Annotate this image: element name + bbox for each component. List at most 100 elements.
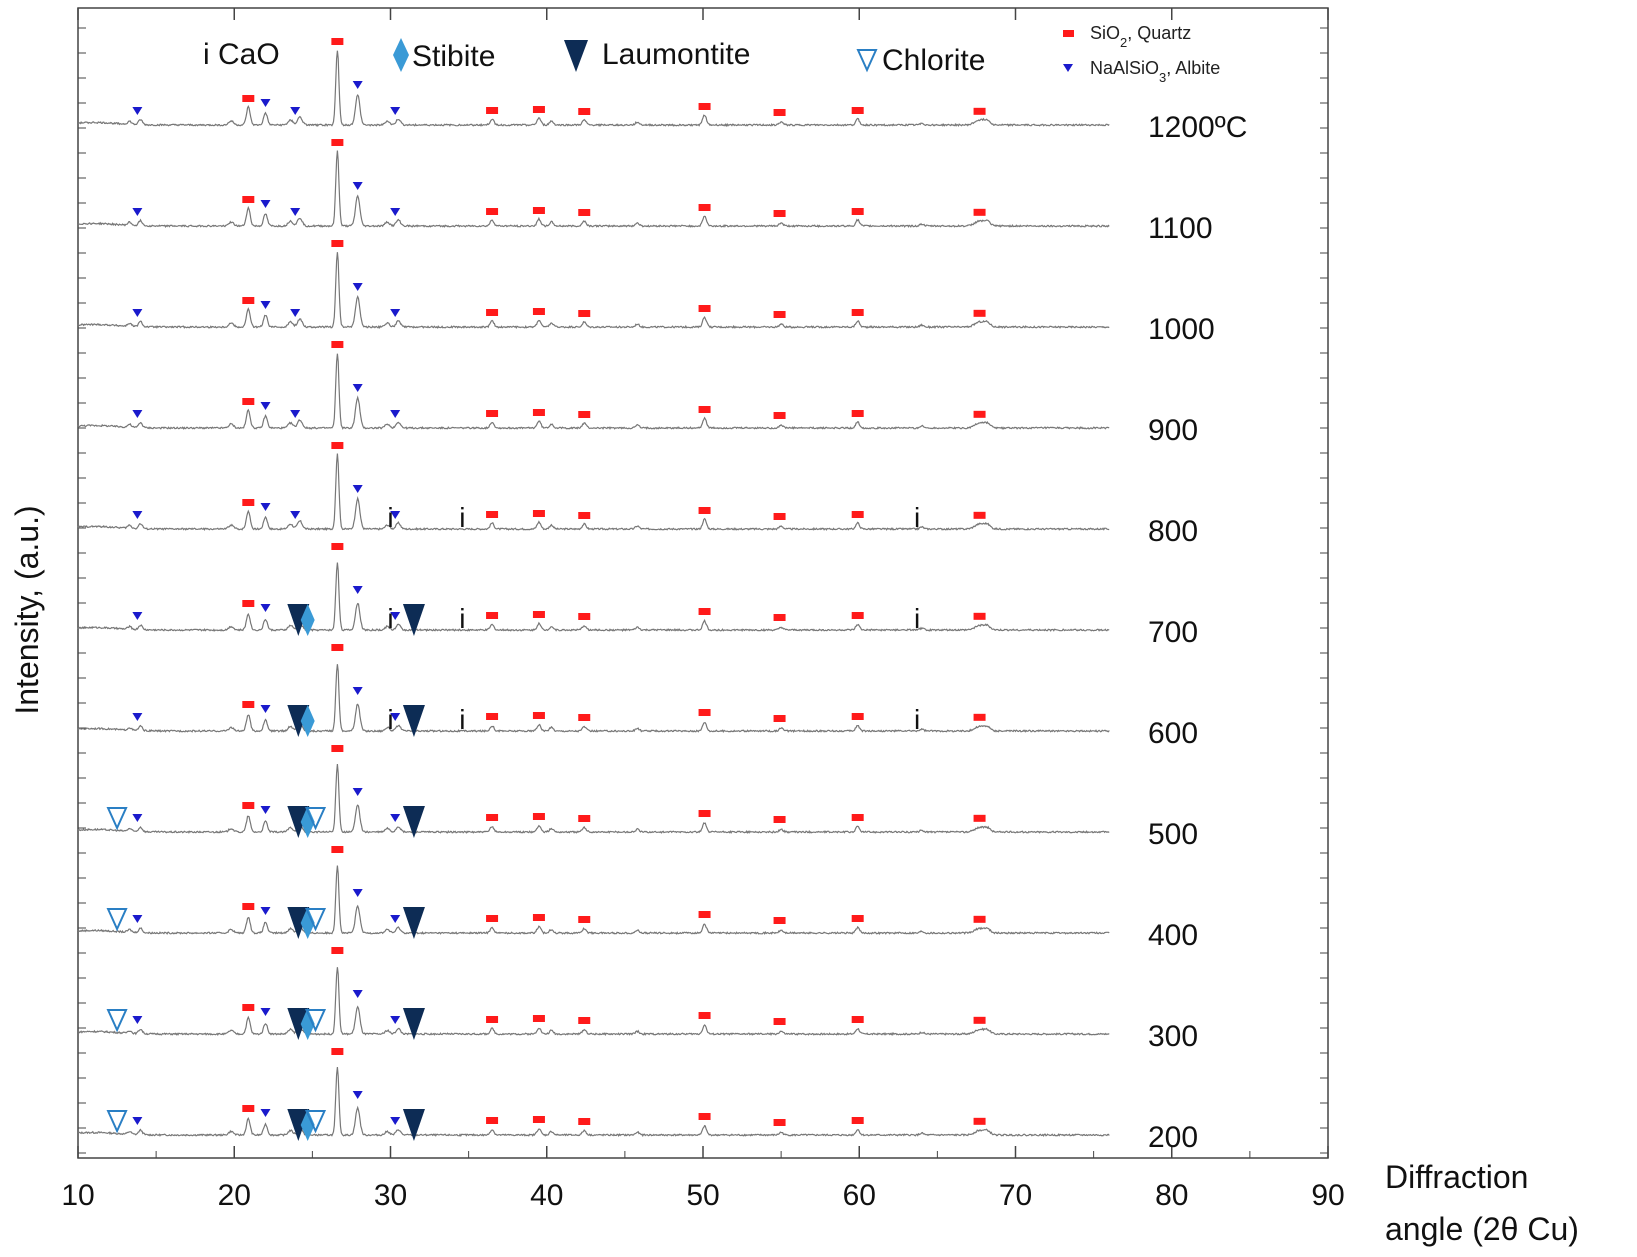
- chlorite-marker: [304, 908, 327, 932]
- quartz-marker: [973, 1117, 986, 1125]
- albite-marker: [260, 301, 271, 309]
- cao-marker: i: [387, 502, 393, 533]
- albite-marker: [352, 687, 363, 695]
- stibite-marker: [300, 705, 315, 737]
- quartz-marker: [331, 745, 344, 752]
- trace-1000: [77, 252, 1110, 330]
- albite-marker: [260, 1109, 271, 1117]
- albite-marker: [390, 713, 401, 721]
- quartz-marker: [532, 1116, 545, 1123]
- quartz-marker: [773, 109, 786, 116]
- quartz-marker: [851, 309, 864, 316]
- quartz-marker: [331, 543, 344, 550]
- chlorite-marker: [304, 1110, 327, 1134]
- temperature-label: 1000: [1148, 313, 1215, 346]
- albite-marker: [132, 1117, 143, 1125]
- trace-500: [77, 764, 1110, 835]
- albite-marker: [260, 200, 271, 208]
- quartz-marker: [486, 612, 499, 619]
- albite-marker: [290, 410, 301, 418]
- quartz-marker: [486, 107, 499, 114]
- quartz-marker: [486, 713, 499, 720]
- quartz-marker: [851, 612, 864, 619]
- quartz-marker: [578, 613, 591, 620]
- quartz-marker: [973, 915, 986, 923]
- albite-marker: [290, 208, 301, 216]
- quartz-marker: [773, 513, 786, 520]
- chlorite-marker: [304, 807, 327, 831]
- trace-1200: [77, 50, 1110, 128]
- trace-600: [77, 664, 1110, 734]
- quartz-marker: [973, 814, 986, 822]
- quartz-marker: [578, 512, 591, 519]
- quartz-marker: [532, 1015, 545, 1022]
- laumontite-marker: [402, 604, 425, 636]
- quartz-marker: [973, 1016, 986, 1024]
- quartz-marker: [973, 107, 986, 115]
- phase-markers: i i i i i i i i i: [106, 38, 986, 1141]
- quartz-marker: [578, 209, 591, 216]
- albite-marker: [132, 107, 143, 115]
- quartz-marker: [486, 410, 499, 417]
- quartz-marker: [242, 600, 255, 607]
- quartz-marker: [486, 814, 499, 821]
- quartz-marker: [773, 210, 786, 217]
- x-tick-label: 50: [686, 1179, 719, 1212]
- legend-chlorite-label: Chlorite: [882, 44, 985, 77]
- quartz-marker: [578, 1017, 591, 1024]
- legend-cao-symbol: i: [203, 38, 210, 71]
- x-tick-labels: 10 20 30 40 50 60 70 80 90: [61, 1179, 1344, 1212]
- quartz-marker: [698, 1012, 711, 1019]
- x-axis-title-line1: Diffraction: [1385, 1159, 1528, 1195]
- quartz-marker: [851, 208, 864, 215]
- quartz-marker: [242, 398, 255, 405]
- cao-marker: i: [914, 502, 920, 533]
- quartz-marker: [851, 511, 864, 518]
- quartz-marker: [773, 816, 786, 823]
- quartz-marker: [578, 411, 591, 418]
- quartz-marker: [532, 207, 545, 214]
- albite-marker: [352, 1091, 363, 1099]
- legend-quartz-label: SiO2, Quartz: [1090, 23, 1191, 50]
- plot-frame: [77, 7, 1329, 1159]
- trace-900: [77, 353, 1110, 430]
- chlorite-marker: [106, 908, 128, 932]
- temperature-label: 800: [1148, 515, 1198, 548]
- legend-cao-label: CaO: [218, 38, 280, 71]
- chlorite-marker: [106, 1110, 128, 1134]
- albite-marker: [290, 107, 301, 115]
- temperature-label: 400: [1148, 919, 1198, 952]
- albite-marker: [352, 889, 363, 897]
- quartz-marker: [532, 308, 545, 315]
- albite-marker: [390, 1117, 401, 1125]
- quartz-marker: [973, 309, 986, 317]
- quartz-marker: [486, 511, 499, 518]
- quartz-marker: [242, 1105, 255, 1112]
- quartz-marker: [698, 1113, 711, 1120]
- legend-chlorite-icon: [856, 49, 878, 73]
- quartz-marker: [698, 406, 711, 413]
- albite-marker: [390, 915, 401, 923]
- quartz-marker: [242, 499, 255, 506]
- albite-marker: [260, 99, 271, 107]
- quartz-marker: [851, 107, 864, 114]
- temperature-label: 300: [1148, 1020, 1198, 1053]
- quartz-marker: [578, 108, 591, 115]
- stibite-marker: [300, 806, 315, 838]
- diffraction-traces: [77, 50, 1110, 1138]
- albite-marker: [390, 208, 401, 216]
- x-tick-label: 80: [1155, 1179, 1188, 1212]
- albite-marker: [352, 182, 363, 190]
- quartz-marker: [331, 240, 344, 247]
- quartz-marker: [698, 507, 711, 514]
- quartz-marker: [773, 1119, 786, 1126]
- albite-marker: [260, 907, 271, 915]
- axis-ticks: [77, 8, 1329, 1158]
- legend-albite-label: NaAlSiO3, Albite: [1090, 58, 1220, 85]
- quartz-marker: [486, 915, 499, 922]
- temperature-label: 200: [1148, 1121, 1198, 1154]
- quartz-marker: [242, 95, 255, 102]
- laumontite-marker: [287, 1109, 310, 1141]
- quartz-marker: [532, 914, 545, 921]
- legend-stibite-icon: [393, 38, 409, 72]
